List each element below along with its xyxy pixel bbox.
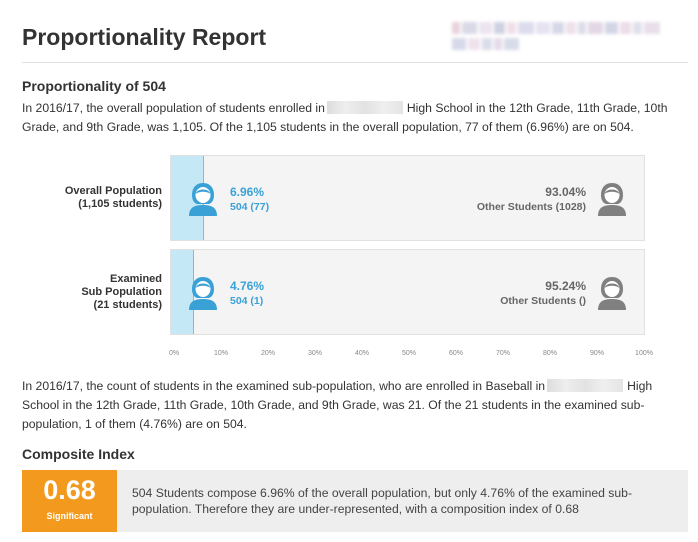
x-tick-label: 100% [635, 350, 653, 357]
other-percent: 95.24% [545, 279, 586, 293]
student-icon-group [189, 183, 217, 216]
intro-text-end: High School in the 12th Grade, 11th Grad… [22, 101, 668, 134]
chart-panel-overall: 6.96% 504 (77) 93.04% Other Students (10… [170, 155, 645, 241]
row-label-line: Examined [110, 273, 162, 285]
row-label-examined: Examined Sub Population (21 students) [22, 273, 162, 312]
intro-text-start: In 2016/17, the overall population of st… [22, 101, 325, 115]
subpopulation-text-start: In 2016/17, the count of students in the… [22, 379, 546, 393]
report-title: Proportionality Report [22, 24, 267, 50]
student-icon-group [189, 277, 217, 310]
redacted-school-name [547, 379, 624, 392]
x-tick-label: 80% [542, 350, 558, 357]
other-percent: 93.04% [545, 185, 586, 199]
row-label-line: Overall Population [64, 185, 162, 197]
composite-index-value: 0.68 [43, 475, 96, 505]
student-icon-other [598, 277, 626, 310]
composite-index-description: 504 Students compose 6.96% of the overal… [132, 486, 633, 516]
x-tick-label: 70% [495, 350, 511, 357]
composite-index-status: Significant [46, 511, 93, 521]
x-tick-label: 20% [260, 350, 276, 357]
row-label-line: Sub Population [81, 286, 162, 298]
x-tick-label: 0% [168, 350, 180, 357]
redacted-school-name [326, 101, 403, 114]
x-tick-label: 90% [589, 350, 605, 357]
x-tick-label: 10% [213, 350, 229, 357]
row-label-line: (21 students) [93, 299, 162, 311]
row-label-overall: Overall Population (1,105 students) [22, 185, 162, 211]
student-icon-other [598, 183, 626, 216]
x-tick-label: 40% [354, 350, 370, 357]
group-percent: 6.96% [230, 185, 265, 199]
subpopulation-paragraph: In 2016/17, the count of students in the… [22, 377, 690, 434]
x-tick-label: 30% [307, 350, 323, 357]
composite-index-badge: 0.68 Significant [22, 470, 117, 532]
x-tick-label: 50% [401, 350, 417, 357]
other-count: Other Students (1028) [476, 201, 586, 213]
group-percent: 4.76% [230, 279, 265, 293]
composite-index-box: 0.68 Significant 504 Students compose 6.… [22, 470, 688, 532]
proportionality-intro: In 2016/17, the overall population of st… [22, 99, 690, 137]
chart-panel-examined: 4.76% 504 (1) 95.24% Other Students () [170, 249, 645, 335]
header-divider [22, 62, 688, 63]
composite-heading: Composite Index [22, 446, 135, 462]
group-count: 504 (1) [230, 295, 264, 307]
subpopulation-text-end: High School in the 12th Grade, 11th Grad… [22, 379, 653, 431]
x-tick-label: 60% [448, 350, 464, 357]
row-label-line: (1,105 students) [78, 198, 162, 210]
group-count: 504 (77) [230, 201, 270, 213]
proportionality-heading: Proportionality of 504 [22, 78, 166, 94]
school-logo [452, 22, 674, 52]
other-count: Other Students () [500, 295, 586, 307]
